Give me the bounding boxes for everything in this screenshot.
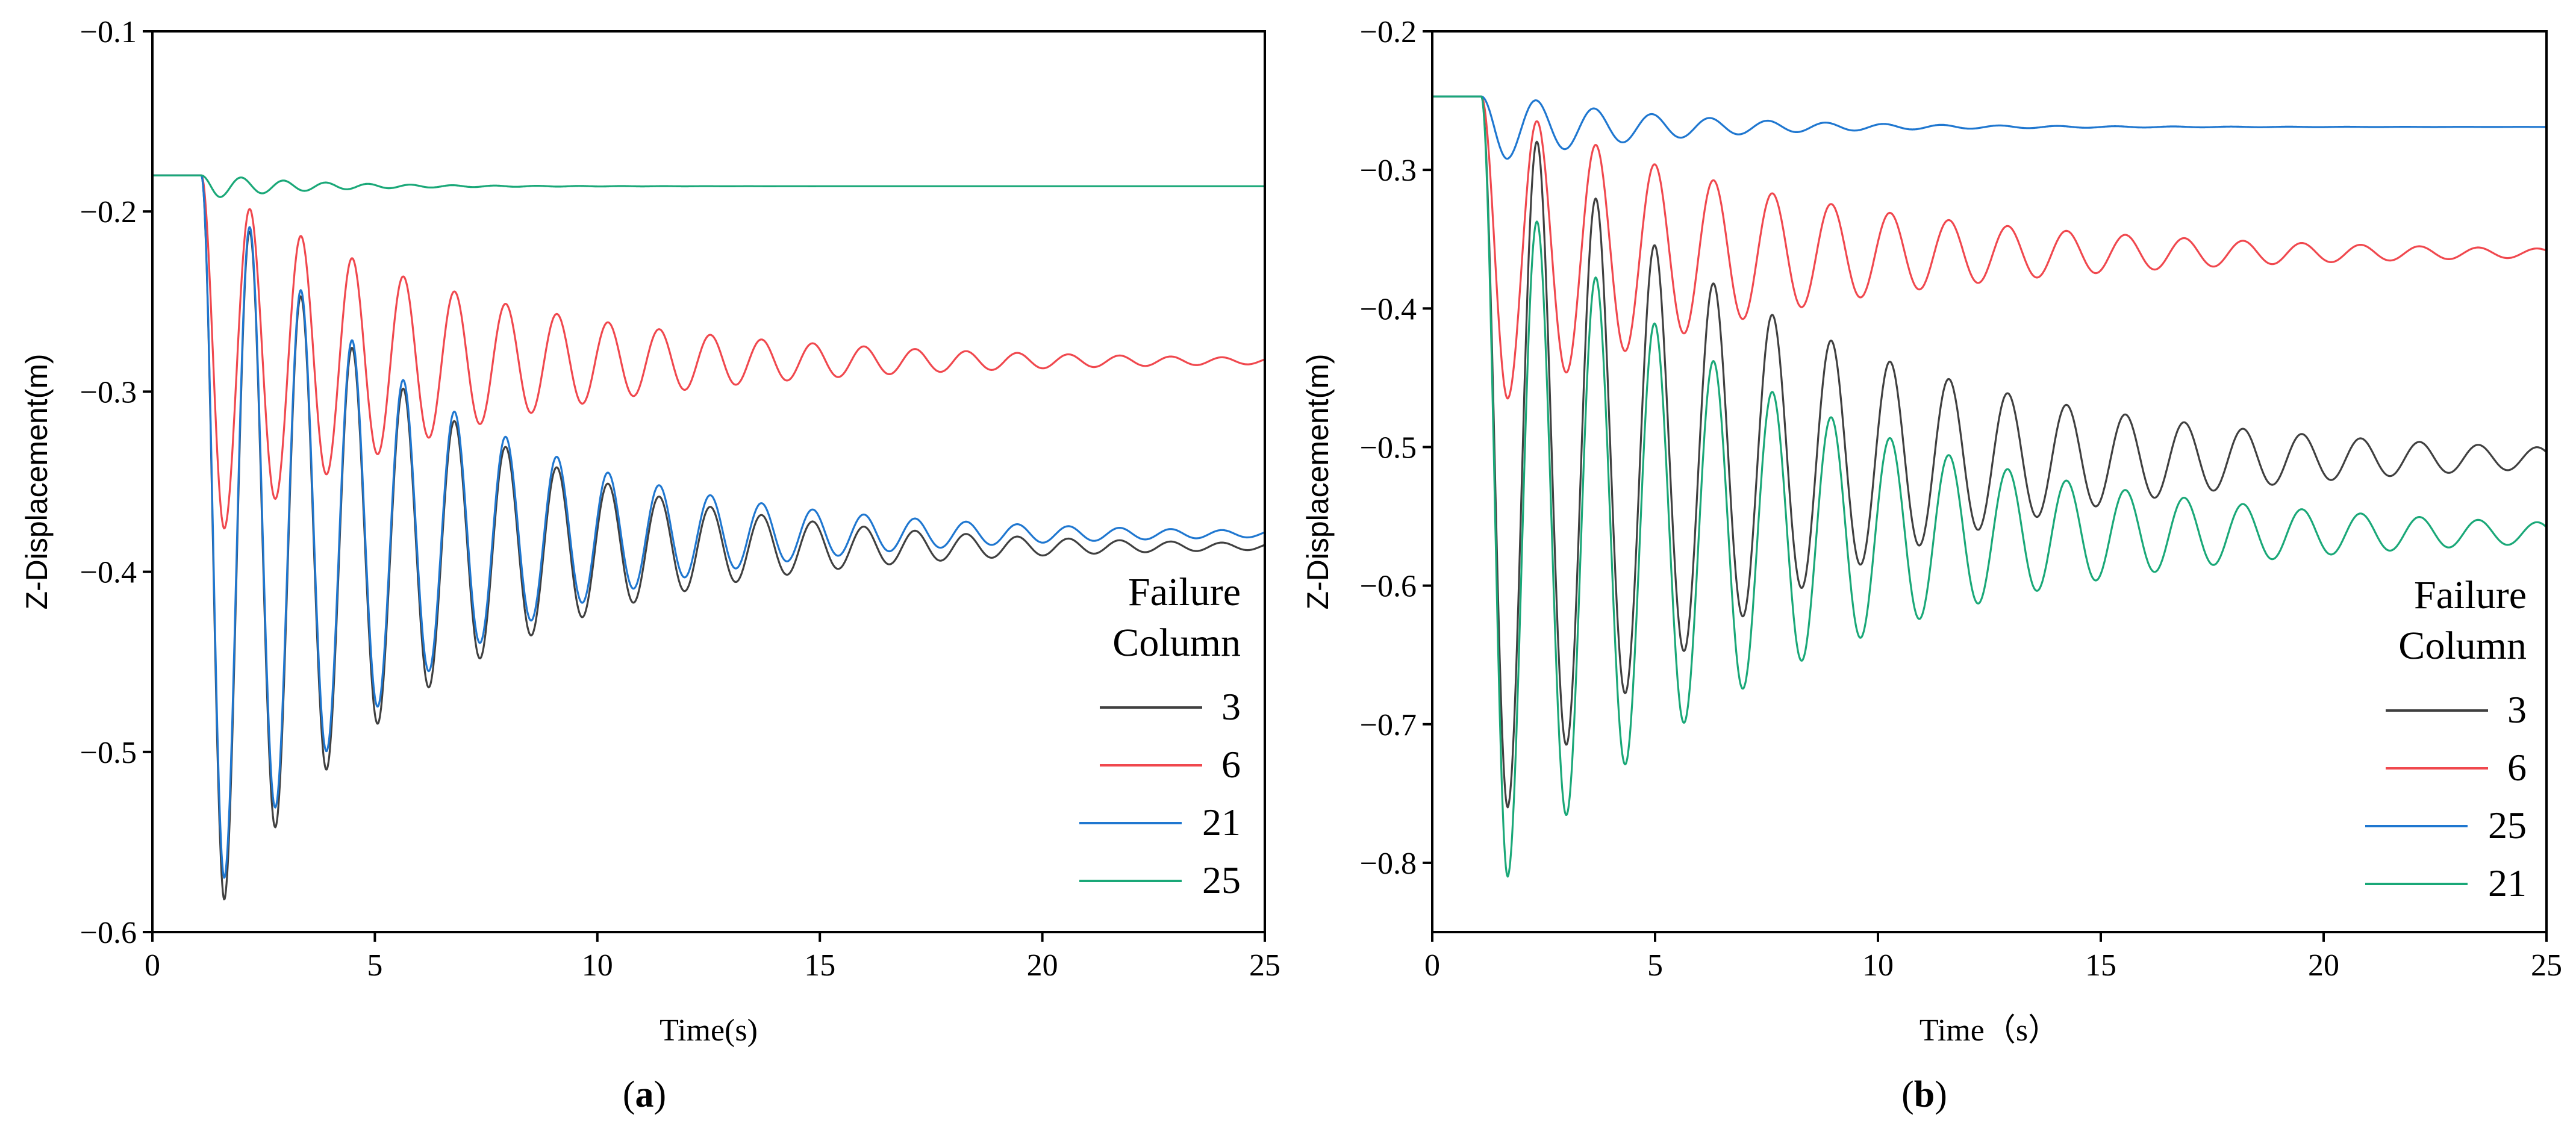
legend-title: Column [1112, 621, 1241, 665]
x-axis-title: Time(s) [660, 1013, 758, 1048]
x-tick-label: 0 [1424, 948, 1440, 983]
legend-label: 6 [2507, 746, 2527, 789]
y-tick-label: −0.1 [80, 15, 137, 49]
legend-label: 6 [1221, 743, 1241, 786]
y-tick-label: −0.3 [1360, 154, 1417, 188]
plot-frame [151, 30, 1266, 933]
legend-label: 21 [1202, 801, 1241, 844]
panel-caption: (b) [1901, 1074, 1947, 1115]
legend-label: 3 [1221, 685, 1241, 728]
series-line-21 [152, 174, 1265, 879]
legend-label: 3 [2507, 688, 2527, 731]
x-tick-label: 20 [1027, 948, 1058, 983]
y-tick-label: −0.4 [1360, 292, 1417, 326]
caption-paren: ( [623, 1074, 635, 1115]
series-line-21 [1432, 95, 2548, 878]
plot-frame [1431, 30, 2548, 933]
y-tick-label: −0.6 [1360, 570, 1417, 604]
y-tick-label: −0.5 [1360, 431, 1417, 465]
x-tick-label: 10 [1862, 948, 1894, 983]
y-axis-title: Z-Displacement(m) [20, 353, 54, 609]
panel-caption: (a) [623, 1074, 666, 1115]
y-tick-label: −0.4 [80, 556, 137, 590]
y-tick-label: −0.3 [80, 375, 137, 409]
x-tick-label: 20 [2308, 948, 2339, 983]
legend-label: 25 [2488, 804, 2527, 847]
x-axis-title: Time（s） [1920, 1013, 2059, 1048]
legend-label: 21 [2488, 862, 2527, 904]
caption-paren: ) [1935, 1074, 1947, 1115]
x-tick-label: 25 [1249, 948, 1280, 983]
y-tick-label: −0.2 [80, 195, 137, 229]
series-line-6 [1432, 95, 2547, 400]
x-tick-label: 5 [1647, 948, 1663, 983]
chart-panel-a: 0 5 10 15 20 25 −0.6 −0.5 −0.4 −0.3 −0.2 −0.1 Time(s… [20, 15, 1280, 1115]
series-line-3 [1432, 95, 2548, 809]
series-line-6 [152, 174, 1265, 530]
y-tick-label: −0.6 [80, 916, 137, 950]
chart-panel-b: 0 5 10 15 20 25 −0.8 −0.7 −0.6 −0.5 −0.4 −0.3 −0.2 Ti… [1301, 15, 2562, 1115]
series-line-25 [1432, 95, 2547, 160]
y-tick-label: −0.8 [1360, 847, 1417, 881]
y-tick-label: −0.5 [80, 736, 137, 770]
y-tick-label: −0.2 [1360, 15, 1417, 49]
caption-letter: a [635, 1074, 654, 1115]
series-line-3 [152, 174, 1265, 901]
legend-title: Failure [1128, 570, 1241, 614]
x-tick-label: 0 [145, 948, 160, 983]
legend-title: Failure [2414, 573, 2527, 617]
caption-paren: ) [654, 1074, 667, 1115]
x-tick-label: 15 [2085, 948, 2116, 983]
legend-title: Column [2398, 624, 2527, 668]
series-line-25 [152, 174, 1265, 198]
y-tick-label: −0.7 [1360, 708, 1417, 742]
x-tick-label: 25 [2531, 948, 2562, 983]
x-tick-label: 5 [367, 948, 382, 983]
caption-paren: ( [1901, 1074, 1914, 1115]
x-tick-label: 15 [804, 948, 835, 983]
caption-letter: b [1914, 1074, 1935, 1115]
x-tick-label: 10 [582, 948, 613, 983]
legend-label: 25 [1202, 859, 1241, 901]
y-axis-title: Z-Displacement(m) [1301, 353, 1335, 609]
